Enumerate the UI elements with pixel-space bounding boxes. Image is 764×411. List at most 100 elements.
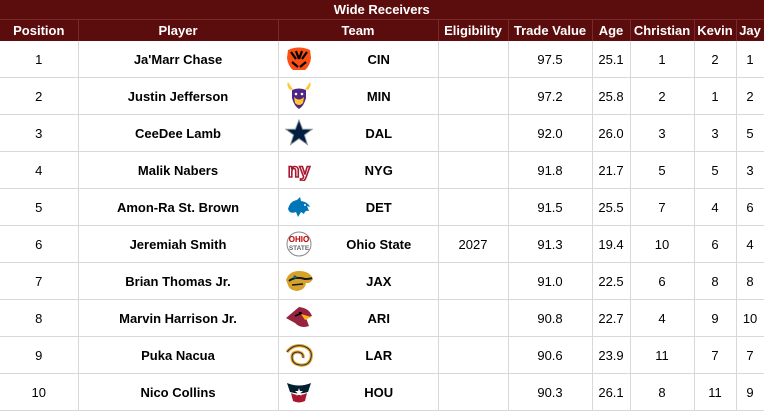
cell-trade-value: 91.8	[508, 151, 593, 189]
cell-age: 19.4	[592, 225, 631, 263]
cell-position: 8	[0, 299, 79, 337]
cell-kevin: 6	[694, 225, 737, 263]
ohio-state-logo-icon: OHIO STATE	[278, 225, 320, 263]
cell-jay: 1	[736, 41, 764, 78]
cardinals-logo-icon	[278, 299, 320, 337]
table-body: 1 Ja'Marr Chase CIN 97.5 25.1 1 2 1 2 Justin Jeff…	[0, 41, 764, 411]
cell-trade-value: 91.3	[508, 225, 593, 263]
header-eligibility[interactable]: Eligibility	[438, 19, 509, 41]
cell-jay: 10	[736, 299, 764, 337]
cell-age: 25.1	[592, 41, 631, 78]
cell-age: 26.0	[592, 114, 631, 152]
header-jay[interactable]: Jay	[736, 19, 764, 41]
cell-eligibility	[438, 77, 509, 115]
cell-jay: 5	[736, 114, 764, 152]
table-title: Wide Receivers	[0, 0, 764, 20]
table-row: 6 Jeremiah Smith OHIO STATE Ohio State 2027 91…	[0, 225, 764, 263]
cell-trade-value: 91.5	[508, 188, 593, 226]
cell-position: 5	[0, 188, 79, 226]
cell-christian: 7	[630, 188, 695, 226]
cell-age: 25.5	[592, 188, 631, 226]
cell-player: Ja'Marr Chase	[78, 41, 279, 78]
svg-text:ny: ny	[288, 161, 311, 181]
cell-trade-value: 92.0	[508, 114, 593, 152]
cell-team: LAR	[320, 336, 439, 374]
cell-jay: 9	[736, 373, 764, 411]
cell-player: Jeremiah Smith	[78, 225, 279, 263]
cell-jay: 2	[736, 77, 764, 115]
cell-kevin: 2	[694, 41, 737, 78]
cell-position: 1	[0, 41, 79, 78]
cell-player: Amon-Ra St. Brown	[78, 188, 279, 226]
svg-text:OHIO: OHIO	[289, 235, 309, 244]
cell-position: 7	[0, 262, 79, 300]
cell-team: ARI	[320, 299, 439, 337]
cell-team: NYG	[320, 151, 439, 189]
cell-trade-value: 97.5	[508, 41, 593, 78]
cell-player: CeeDee Lamb	[78, 114, 279, 152]
header-player[interactable]: Player	[78, 19, 279, 41]
table-row: 7 Brian Thomas Jr. JAX 91.0 22.5 6 8 8	[0, 262, 764, 300]
texans-logo-icon	[278, 373, 320, 411]
cell-player: Malik Nabers	[78, 151, 279, 189]
cell-kevin: 5	[694, 151, 737, 189]
cell-age: 22.5	[592, 262, 631, 300]
cell-team: DAL	[320, 114, 439, 152]
cell-team: DET	[320, 188, 439, 226]
cell-eligibility	[438, 41, 509, 78]
cell-eligibility	[438, 336, 509, 374]
cell-kevin: 1	[694, 77, 737, 115]
header-age[interactable]: Age	[592, 19, 631, 41]
table-row: 1 Ja'Marr Chase CIN 97.5 25.1 1 2 1	[0, 41, 764, 78]
cell-kevin: 8	[694, 262, 737, 300]
table-row: 2 Justin Jefferson MIN 97.2 25.8 2 1 2	[0, 77, 764, 115]
header-trade-value[interactable]: Trade Value	[508, 19, 593, 41]
cell-kevin: 3	[694, 114, 737, 152]
header-position[interactable]: Position	[0, 19, 79, 41]
header-christian[interactable]: Christian	[630, 19, 695, 41]
cell-kevin: 4	[694, 188, 737, 226]
cell-team: CIN	[320, 41, 439, 78]
rams-logo-icon	[278, 336, 320, 374]
jaguars-logo-icon	[278, 262, 320, 300]
cell-trade-value: 90.3	[508, 373, 593, 411]
cell-eligibility: 2027	[438, 225, 509, 263]
cell-age: 26.1	[592, 373, 631, 411]
cell-age: 22.7	[592, 299, 631, 337]
cell-position: 9	[0, 336, 79, 374]
cell-team: MIN	[320, 77, 439, 115]
table-row: 10 Nico Collins HOU 90.3 26.1 8 11 9	[0, 373, 764, 411]
cell-christian: 2	[630, 77, 695, 115]
lions-logo-icon	[278, 188, 320, 226]
cell-trade-value: 91.0	[508, 262, 593, 300]
cell-kevin: 9	[694, 299, 737, 337]
cell-eligibility	[438, 373, 509, 411]
cell-jay: 4	[736, 225, 764, 263]
cell-christian: 3	[630, 114, 695, 152]
cell-christian: 5	[630, 151, 695, 189]
cell-position: 4	[0, 151, 79, 189]
cell-christian: 8	[630, 373, 695, 411]
cell-jay: 7	[736, 336, 764, 374]
cell-position: 6	[0, 225, 79, 263]
table-row: 4 Malik Nabers ny ny NYG 91.8 21.7 5 5 3	[0, 151, 764, 189]
cell-trade-value: 90.6	[508, 336, 593, 374]
header-kevin[interactable]: Kevin	[694, 19, 737, 41]
cell-team: Ohio State	[320, 225, 439, 263]
cell-position: 3	[0, 114, 79, 152]
cell-player: Justin Jefferson	[78, 77, 279, 115]
cell-kevin: 11	[694, 373, 737, 411]
cell-jay: 8	[736, 262, 764, 300]
cell-christian: 6	[630, 262, 695, 300]
svg-text:ny: ny	[288, 161, 311, 181]
cell-trade-value: 90.8	[508, 299, 593, 337]
column-header-row: Position Player Team Eligibility Trade V…	[0, 19, 764, 41]
cell-player: Nico Collins	[78, 373, 279, 411]
cell-position: 10	[0, 373, 79, 411]
cell-age: 25.8	[592, 77, 631, 115]
header-team[interactable]: Team	[278, 19, 439, 41]
table-title-row: Wide Receivers	[0, 0, 764, 20]
cell-eligibility	[438, 188, 509, 226]
cell-jay: 3	[736, 151, 764, 189]
